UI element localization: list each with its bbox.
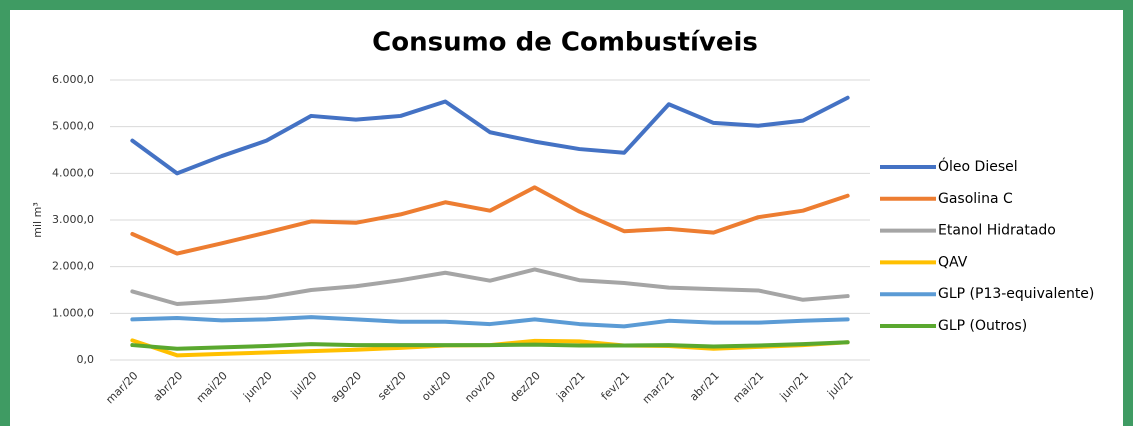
legend-label: GLP (P13-equivalente)	[938, 286, 1094, 302]
legend-label: GLP (Outros)	[938, 318, 1027, 334]
y-tick-label: 5.000,0	[52, 120, 94, 133]
legend-label: QAV	[938, 254, 968, 270]
legend-label: Gasolina C	[938, 191, 1013, 207]
y-tick-label: 1.000,0	[52, 306, 94, 319]
series-line	[130, 267, 850, 306]
y-tick-label: 2.000,0	[52, 260, 94, 273]
series-line	[130, 185, 850, 256]
y-tick-label: 6.000,0	[52, 73, 94, 86]
y-tick-label: 0,0	[77, 353, 95, 366]
y-axis-label: mil m³	[31, 202, 44, 237]
chart-background	[10, 10, 1123, 426]
y-tick-label: 3.000,0	[52, 213, 94, 226]
legend-label: Óleo Diesel	[938, 157, 1018, 175]
series-line	[130, 315, 850, 329]
legend-label: Etanol Hidratado	[938, 223, 1056, 239]
series-line	[130, 340, 850, 351]
series-line	[130, 95, 850, 176]
chart-title: Consumo de Combustíveis	[372, 28, 758, 58]
y-tick-label: 4.000,0	[52, 166, 94, 179]
